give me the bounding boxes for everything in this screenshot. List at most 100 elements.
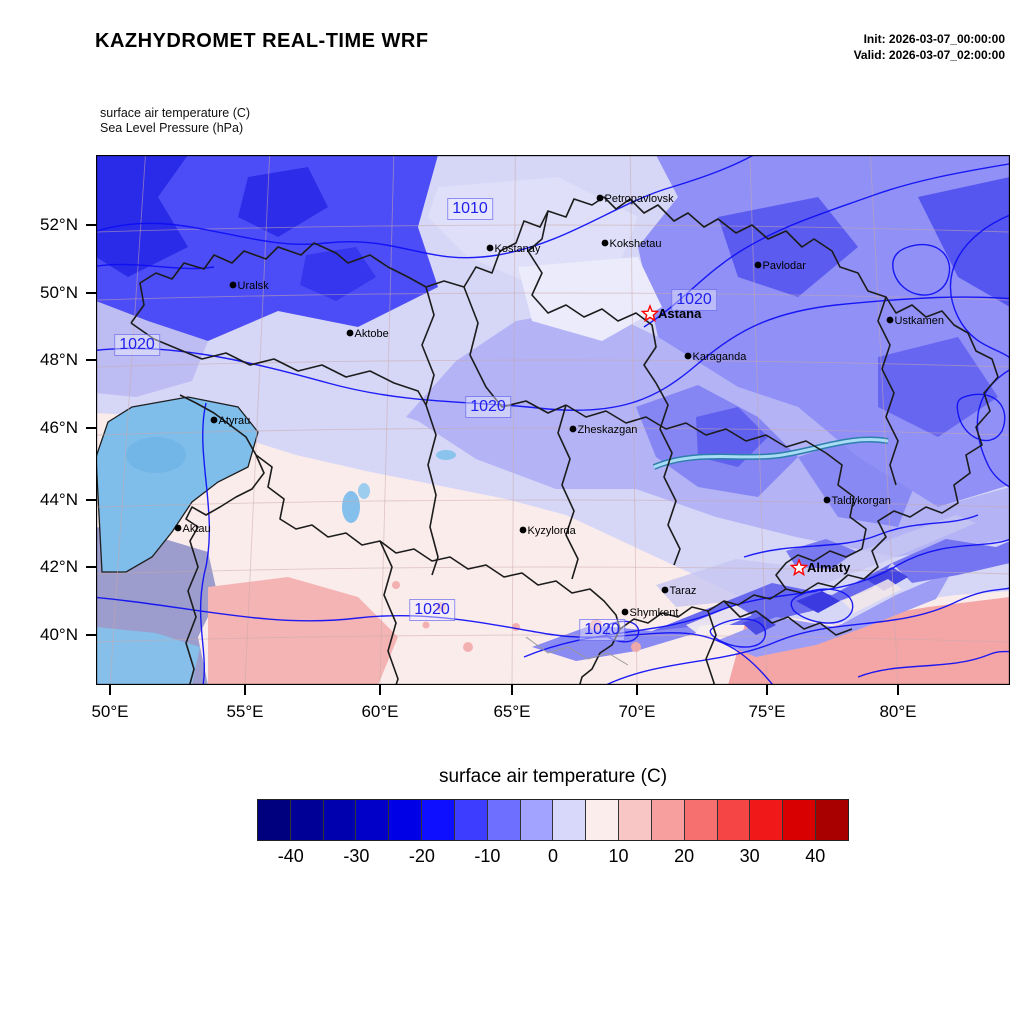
city-dot-icon — [754, 261, 762, 269]
city-dot-icon — [621, 608, 629, 616]
lon-tick-mark — [511, 685, 513, 695]
city-kyzylorda: Kyzylorda — [519, 525, 577, 537]
lat-tick-mark — [86, 292, 96, 294]
colorbar-tick-label: -20 — [408, 846, 435, 866]
city-pavlodar: Pavlodar — [754, 260, 807, 272]
field-line-temperature: surface air temperature (C) — [100, 106, 251, 120]
lat-tick-label: 52°N — [40, 215, 78, 234]
valid-time: Valid: 2026-03-07_02:00:00 — [853, 48, 1005, 62]
city-taldykorgan: Taldykorgan — [823, 495, 891, 507]
graticule-parallel — [96, 359, 1010, 368]
city-almaty: Almaty — [789, 558, 851, 577]
city-dot-icon — [346, 329, 354, 337]
field-description: surface air temperature (C) Sea Level Pr… — [100, 106, 250, 136]
lat-tick-mark — [86, 634, 96, 636]
city-label: Uralsk — [238, 280, 270, 292]
isobar-label: 1020 — [671, 289, 717, 311]
city-label: Aktobe — [355, 328, 389, 340]
capital-star-icon — [789, 558, 809, 577]
city-dot-icon — [823, 496, 831, 504]
colorbar-cell — [422, 800, 455, 840]
colorbar-tick-label: -10 — [474, 846, 501, 866]
colorbar-cell — [356, 800, 390, 840]
city-dot-icon — [601, 239, 609, 247]
colorbar-cell — [586, 800, 620, 840]
city-uralsk: Uralsk — [229, 280, 270, 292]
colorbar-cell — [389, 800, 423, 840]
colorbar-tick-label: -30 — [343, 846, 370, 866]
city-kostanay: Kostanay — [486, 243, 541, 255]
city-label: Pavlodar — [763, 260, 807, 272]
city-dot-icon — [210, 416, 218, 424]
city-aktobe: Aktobe — [346, 328, 389, 340]
lon-tick-mark — [897, 685, 899, 695]
city-atyrau: Atyrau — [210, 415, 251, 427]
lat-tick-mark — [86, 224, 96, 226]
aral-sea — [342, 491, 360, 523]
city-label: Aktau — [183, 523, 211, 535]
colorbar-cell — [487, 800, 521, 840]
lat-tick-label: 42°N — [40, 557, 78, 576]
lat-tick-label: 44°N — [40, 490, 78, 509]
isobar-label: 1020 — [114, 334, 160, 356]
city-dot-icon — [229, 281, 237, 289]
lon-tick-label: 75°E — [748, 702, 786, 721]
graticule-parallel — [96, 224, 1010, 233]
city-astana: Astana — [640, 304, 702, 323]
graticule-meridian — [869, 155, 899, 685]
city-dot-icon — [684, 352, 692, 360]
isobar-contours — [96, 155, 1010, 685]
colorbar-cell — [258, 800, 291, 840]
city-dot-icon — [596, 194, 604, 202]
isobar-label: 1020 — [465, 396, 511, 418]
city-label: Kostanay — [495, 243, 541, 255]
city-dot-icon — [174, 524, 182, 532]
city-label: Taldykorgan — [832, 495, 891, 507]
field-line-pressure: Sea Level Pressure (hPa) — [100, 121, 244, 135]
region-borders — [130, 196, 999, 685]
lon-tick-mark — [109, 685, 111, 695]
page-title: KAZHYDROMET REAL-TIME WRF — [95, 30, 429, 52]
colorbar-cell — [290, 800, 324, 840]
colorbar-tick-label: -40 — [277, 846, 304, 866]
city-taraz: Taraz — [661, 585, 697, 597]
lat-tick-label: 48°N — [40, 350, 78, 369]
colorbar-cell — [553, 800, 587, 840]
city-dot-icon — [486, 244, 494, 252]
graticule-parallel — [96, 566, 1010, 575]
city-label: Almaty — [807, 560, 851, 575]
graticule — [96, 155, 1010, 685]
colorbar-cell — [816, 800, 848, 840]
graticule-parallel — [96, 292, 1010, 301]
city-label: Atyrau — [219, 415, 251, 427]
colorbar-cell — [717, 800, 751, 840]
city-label: Shymkent — [630, 607, 679, 619]
city-dot-icon — [519, 526, 527, 534]
city-label: Kyzylorda — [528, 525, 577, 537]
city-ustkamen: Ustkamen — [886, 315, 944, 327]
map-canvas: Petropavlovsk Kostanay Kokshetau Pavlodar Ur… — [96, 155, 1010, 685]
isobar-label: 1010 — [447, 198, 493, 220]
lat-tick-label: 50°N — [40, 283, 78, 302]
colorbar-cell — [750, 800, 784, 840]
colorbar-cell — [323, 800, 357, 840]
lon-tick-mark — [766, 685, 768, 695]
city-zheskazgan: Zheskazgan — [569, 424, 638, 436]
city-label: Taraz — [670, 585, 697, 597]
city-label: Zheskazgan — [578, 424, 638, 436]
city-karaganda: Karaganda — [684, 351, 748, 363]
city-label: Karaganda — [693, 351, 748, 363]
lon-tick-mark — [636, 685, 638, 695]
map-svg: Petropavlovsk Kostanay Kokshetau Pavlodar Ur… — [96, 155, 1010, 685]
graticule-meridian — [109, 155, 146, 685]
city-kokshetau: Kokshetau — [601, 238, 662, 250]
colorbar-cell — [684, 800, 718, 840]
lon-tick-label: 50°E — [91, 702, 129, 721]
city-markers: Petropavlovsk Kostanay Kokshetau Pavlodar Ur… — [174, 193, 944, 619]
foreign-border — [525, 636, 629, 666]
water-bodies — [96, 396, 889, 573]
colorbar-tick-label: 40 — [805, 846, 826, 866]
city-label: Kokshetau — [610, 238, 662, 250]
lon-tick-label: 80°E — [879, 702, 917, 721]
